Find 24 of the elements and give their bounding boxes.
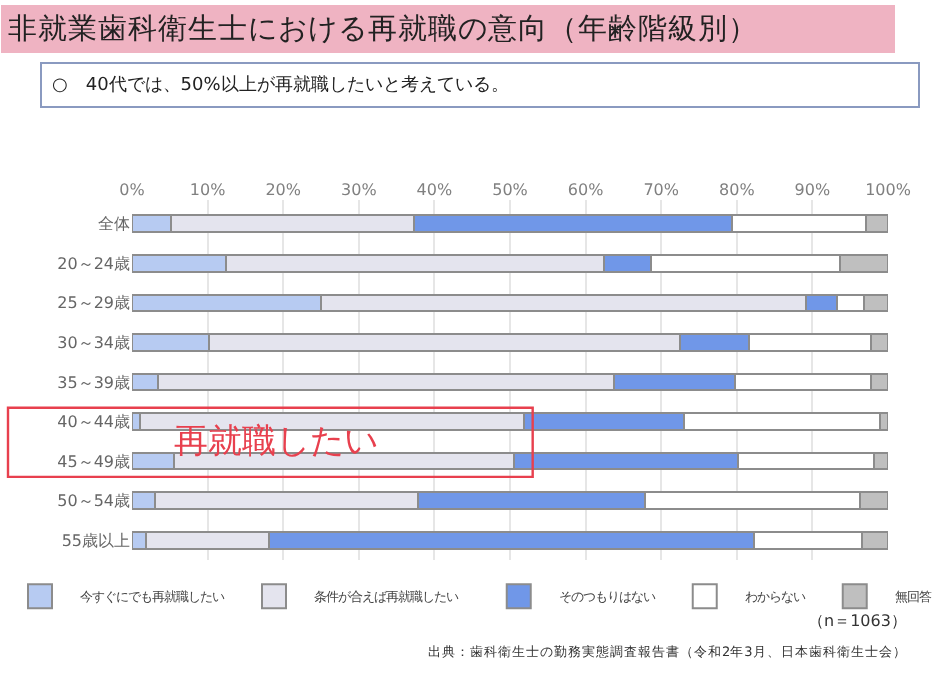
- y-tick-label: 全体: [98, 215, 130, 234]
- x-tick-label: 100%: [865, 180, 912, 199]
- x-tick-label: 80%: [719, 180, 756, 199]
- y-tick-label: 20～24歳: [57, 254, 130, 273]
- y-tick-label: 45～49歳: [57, 452, 130, 471]
- y-tick-label: 40～44歳: [57, 413, 130, 432]
- chart-title: 非就業歯科衛生士における再就職の意向（年齢階級別）: [8, 12, 758, 46]
- x-tick-label: 90%: [794, 180, 831, 199]
- text: （n＝1063）: [808, 612, 907, 630]
- chart-subtitle: ○ 40代では、50%以上が再就職したいと考えている。: [52, 74, 509, 96]
- x-tick-label: 10%: [189, 180, 227, 199]
- y-tick-label: 50～54歳: [57, 492, 130, 511]
- x-tick-label: 50%: [492, 180, 529, 199]
- y-tick-label: 30～34歳: [57, 334, 130, 353]
- x-tick-label: 70%: [643, 180, 680, 199]
- x-tick-label: 40%: [416, 180, 453, 199]
- y-tick-label: 55歳以上: [61, 531, 130, 550]
- annotation: 再就職したい: [174, 422, 378, 462]
- x-tick-label: 60%: [567, 180, 605, 199]
- x-tick-label: 30%: [341, 180, 378, 199]
- x-tick-label: 20%: [265, 180, 302, 199]
- y-tick-label: 35～39歳: [57, 373, 130, 392]
- y-tick-label: 25～29歳: [57, 294, 130, 313]
- x-tick-label: 0%: [119, 180, 146, 199]
